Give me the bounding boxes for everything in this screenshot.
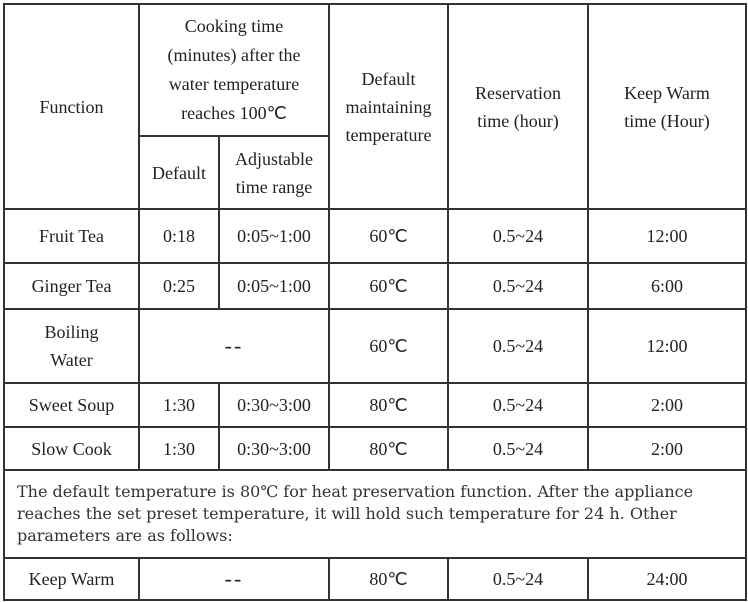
cell: 0.5~24: [447, 208, 590, 264]
cell: 6:00: [587, 262, 748, 310]
cell: 0.5~24: [447, 426, 590, 471]
cell: 60℃: [328, 208, 450, 264]
cell: --: [137, 308, 331, 384]
header-cell: Default: [138, 135, 220, 210]
cell: 2:00: [587, 426, 748, 471]
cell: 0.5~24: [447, 308, 590, 384]
cell: 1:30: [138, 382, 220, 428]
cell: Ginger Tea: [3, 262, 140, 310]
cell: --: [137, 557, 331, 601]
cell: Boiling Water: [3, 308, 140, 384]
cell: 0:05~1:00: [217, 262, 331, 310]
cell: 2:00: [587, 382, 748, 428]
cell: 0:30~3:00: [217, 426, 331, 471]
cell: Slow Cook: [3, 426, 140, 471]
cell: 0.5~24: [447, 382, 590, 428]
spec-table: Function Cooking time (minutes) after th…: [2, 3, 748, 601]
cell: 0.5~24: [447, 262, 590, 310]
cell: 80℃: [328, 382, 450, 428]
cell: 60℃: [328, 262, 450, 310]
cell: 0:30~3:00: [217, 382, 331, 428]
cell: Fruit Tea: [3, 208, 140, 264]
cell: 0:05~1:00: [217, 208, 331, 264]
note: The default temperature is 80℃ for heat …: [2, 469, 748, 559]
cell: Sweet Soup: [3, 382, 140, 428]
cell: 60℃: [328, 308, 450, 384]
cell: 24:00: [587, 557, 748, 601]
header-cell: Adjustable time range: [217, 135, 331, 210]
cell: 12:00: [587, 308, 748, 384]
cell: 0:25: [138, 262, 220, 310]
cell: 0:18: [138, 208, 220, 264]
header-cell: Keep Warm time (Hour): [587, 3, 748, 210]
cell: 80℃: [328, 426, 450, 471]
header-cell: Cooking time (minutes) after the water t…: [137, 3, 331, 137]
header-cell: Function: [3, 3, 140, 210]
header-cell: Reservation time (hour): [447, 3, 590, 210]
cell: 1:30: [138, 426, 220, 471]
header-cell: Default maintaining temperature: [328, 3, 450, 210]
cell: 12:00: [587, 208, 748, 264]
cell: Keep Warm: [3, 557, 140, 601]
cell: 80℃: [328, 557, 450, 601]
cell: 0.5~24: [447, 557, 590, 601]
